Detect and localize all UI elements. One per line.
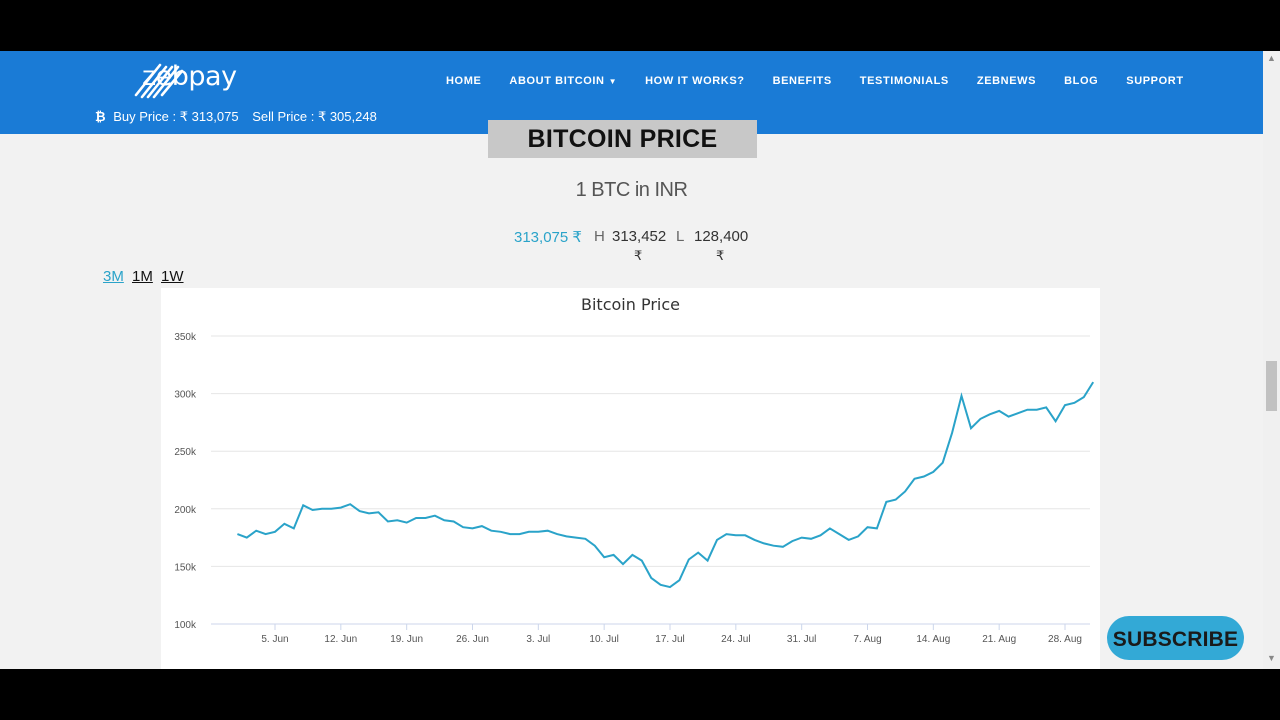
high-price: 313,452 xyxy=(612,228,667,245)
x-tick-label: 7. Aug xyxy=(853,634,881,645)
current-price: 313,075 ₹ xyxy=(514,229,582,246)
range-1m[interactable]: 1M xyxy=(132,268,153,285)
y-tick-label: 100k xyxy=(174,620,197,631)
chart-title: Bitcoin Price xyxy=(581,295,680,314)
x-tick-label: 3. Jul xyxy=(526,634,550,645)
y-tick-label: 300k xyxy=(174,390,197,401)
low-label: L xyxy=(676,228,685,245)
caret-down-icon: ▼ xyxy=(608,77,618,86)
y-tick-label: 350k xyxy=(174,332,197,343)
scroll-down-icon[interactable]: ▼ xyxy=(1267,653,1276,663)
main-nav: HOME ABOUT BITCOIN ▼ HOW IT WORKS? BENEFI… xyxy=(432,75,1198,87)
x-tick-label: 24. Jul xyxy=(721,634,750,645)
x-tick-label: 5. Jun xyxy=(261,634,288,645)
y-tick-label: 250k xyxy=(174,447,197,458)
x-tick-label: 19. Jun xyxy=(390,634,423,645)
nav-about-bitcoin-label: ABOUT BITCOIN xyxy=(509,75,605,87)
nav-how-it-works[interactable]: HOW IT WORKS? xyxy=(645,75,745,87)
page-title-box: BITCOIN PRICE xyxy=(488,120,757,158)
bitcoin-icon: ₿ xyxy=(95,109,106,124)
price-bar: ₿ Buy Price : ₹ 313,075 Sell Price : ₹ 3… xyxy=(95,109,381,125)
x-tick-label: 21. Aug xyxy=(982,634,1016,645)
nav-about-bitcoin[interactable]: ABOUT BITCOIN ▼ xyxy=(495,75,631,87)
y-tick-label: 200k xyxy=(174,505,197,516)
high-label: H xyxy=(594,228,605,245)
x-tick-label: 17. Jul xyxy=(655,634,684,645)
x-tick-label: 10. Jul xyxy=(589,634,618,645)
chart-svg: Bitcoin Price 100k 150k 200k 250k 300k 350k 5. … xyxy=(174,295,1095,645)
scroll-up-icon[interactable]: ▲ xyxy=(1267,53,1276,63)
nav-home[interactable]: HOME xyxy=(446,75,482,87)
buy-price: Buy Price : ₹ 313,075 xyxy=(113,109,239,124)
range-1w[interactable]: 1W xyxy=(161,268,184,285)
y-tick-label: 150k xyxy=(174,562,197,573)
x-tick-label: 12. Jun xyxy=(324,634,357,645)
page-title: BITCOIN PRICE xyxy=(527,125,718,153)
price-line xyxy=(237,381,1095,589)
x-tick-label: 31. Jul xyxy=(787,634,816,645)
range-selector: 3M 1M 1W xyxy=(103,268,188,285)
low-price: 128,400 xyxy=(694,228,749,245)
x-tick-label: 14. Aug xyxy=(916,634,950,645)
low-unit: ₹ xyxy=(716,248,725,263)
subscribe-button[interactable]: SUBSCRIBE xyxy=(1107,616,1244,660)
nav-testimonials[interactable]: TESTIMONIALS xyxy=(859,75,949,87)
scrollbar[interactable]: ▲ ▼ xyxy=(1263,51,1280,669)
nav-zebnews[interactable]: ZEBNEWS xyxy=(976,75,1037,87)
zebpay-logo-icon[interactable] xyxy=(84,59,244,99)
nav-blog[interactable]: BLOG xyxy=(1064,75,1099,87)
x-tick-label: 26. Jun xyxy=(456,634,489,645)
subtitle: 1 BTC in INR xyxy=(575,179,688,201)
x-tick-label: 28. Aug xyxy=(1048,634,1082,645)
nav-support[interactable]: SUPPORT xyxy=(1126,75,1184,87)
price-chart: Bitcoin Price 100k 150k 200k 250k 300k 350k 5. … xyxy=(161,288,1100,669)
sell-price: Sell Price : ₹ 305,248 xyxy=(252,109,377,124)
range-3m[interactable]: 3M xyxy=(103,268,124,285)
scroll-thumb[interactable] xyxy=(1266,361,1277,411)
subscribe-label: SUBSCRIBE xyxy=(1112,628,1239,651)
high-unit: ₹ xyxy=(634,248,643,263)
nav-benefits[interactable]: BENEFITS xyxy=(772,75,832,87)
logo-text[interactable]: zebpay xyxy=(142,61,237,92)
web-page: zebpay HOME ABOUT BITCOIN ▼ HOW IT WORKS?… xyxy=(0,51,1263,669)
